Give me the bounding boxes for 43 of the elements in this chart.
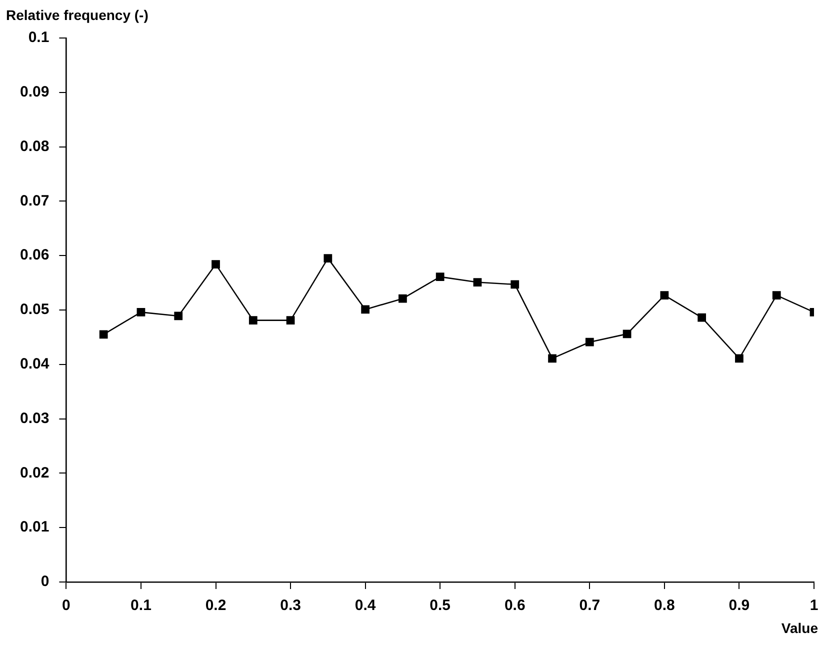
point <box>473 278 482 286</box>
point <box>772 291 781 300</box>
y-tick-label: 0.01 <box>20 518 50 536</box>
y-tick-label: 0.09 <box>20 84 50 101</box>
y-tick-label: 0.03 <box>20 410 50 427</box>
y-axis-title: Relative frequency (-) <box>6 7 148 23</box>
x-tick-label: 1 <box>810 597 818 614</box>
y-tick-label: 0.1 <box>28 29 50 46</box>
point <box>99 330 108 339</box>
point <box>548 354 556 363</box>
x-tick-label: 0.3 <box>280 597 301 614</box>
point <box>136 308 146 316</box>
point <box>174 312 183 320</box>
point <box>622 330 632 338</box>
x-tick-label: 0.2 <box>205 597 226 614</box>
point <box>660 291 669 300</box>
x-axis-title: Value <box>781 620 818 636</box>
point <box>212 260 220 268</box>
y-tick-label: 0.05 <box>20 301 50 318</box>
x-tick-label: 0.7 <box>579 597 600 614</box>
point <box>510 280 520 289</box>
y-tick-label: 0.04 <box>20 356 50 373</box>
point <box>248 316 258 325</box>
point <box>324 254 332 263</box>
point <box>585 338 594 346</box>
point <box>735 354 744 363</box>
y-tick-label: 0.06 <box>20 246 50 264</box>
x-tick-label: 0.1 <box>130 597 152 614</box>
y-tick-label: 0.02 <box>20 464 50 482</box>
x-tick-label: 0.5 <box>430 597 451 614</box>
y-tick-label: 0.07 <box>20 192 50 210</box>
point <box>286 316 295 325</box>
point <box>398 294 407 303</box>
x-tick-label: 0.8 <box>654 597 675 614</box>
x-tick-label: 0 <box>62 597 70 614</box>
x-tick-label: 0.6 <box>504 597 526 614</box>
y-tick-label: 0 <box>40 573 50 590</box>
point <box>361 305 370 314</box>
y-tick-label: 0.08 <box>20 138 50 155</box>
point <box>698 313 706 322</box>
x-tick-label: 0.9 <box>728 597 750 614</box>
x-tick-label: 0.4 <box>354 597 376 614</box>
point <box>436 272 444 281</box>
